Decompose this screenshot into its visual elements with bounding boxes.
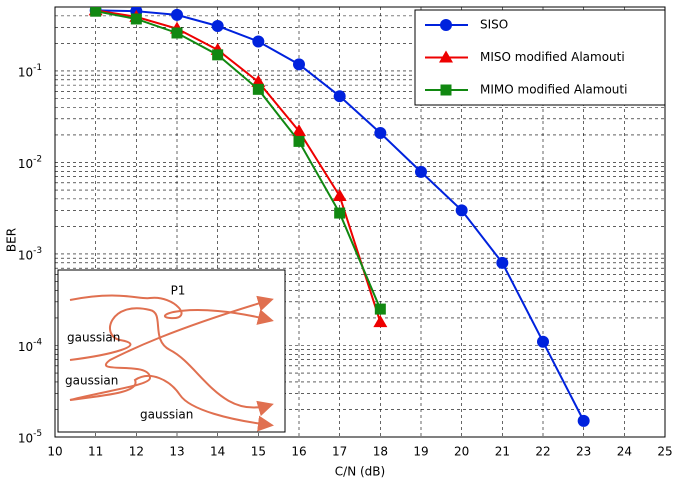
- data-point: [577, 414, 590, 427]
- series-line: [95, 9, 382, 323]
- x-tick-label: 13: [169, 445, 184, 459]
- inset-label: gaussian: [140, 408, 193, 422]
- x-tick-label: 23: [576, 445, 591, 459]
- data-point: [334, 207, 346, 219]
- data-point: [130, 13, 142, 25]
- series-line: [95, 10, 382, 310]
- x-tick-label: 15: [251, 445, 266, 459]
- y-axis-label: BER: [5, 228, 19, 252]
- data-point: [496, 256, 509, 269]
- x-tick-label: 20: [454, 445, 469, 459]
- x-tick-label: 21: [495, 445, 510, 459]
- data-point: [333, 90, 346, 103]
- inset-label: P1: [171, 284, 186, 298]
- data-point: [293, 58, 305, 71]
- x-tick-label: 12: [129, 445, 144, 459]
- legend-label: MIMO modified Alamouti: [480, 83, 627, 97]
- legend-marker: [439, 50, 453, 63]
- legend-label: MISO modified Alamouti: [480, 50, 625, 64]
- data-point: [374, 126, 387, 139]
- y-tick-label: 10-2: [18, 154, 42, 171]
- x-tick-label: 24: [617, 445, 632, 459]
- data-point: [252, 83, 264, 95]
- data-point: [373, 315, 388, 328]
- x-tick-label: 22: [535, 445, 550, 459]
- y-tick-label: 10-3: [18, 245, 42, 262]
- y-tick-label: 10-1: [18, 62, 42, 79]
- legend-label: SISO: [480, 18, 508, 32]
- data-point: [374, 303, 386, 315]
- data-point: [171, 27, 183, 39]
- x-tick-label: 17: [332, 445, 347, 459]
- inset: P1 gaussian gaussian gaussian: [57, 269, 286, 433]
- data-point: [90, 7, 102, 17]
- data-point: [212, 49, 224, 61]
- data-point: [292, 124, 306, 137]
- data-point: [455, 204, 468, 217]
- data-point: [252, 35, 265, 48]
- y-tick-label: 10-5: [18, 429, 42, 446]
- x-tick-label: 18: [373, 445, 388, 459]
- data-point: [415, 165, 427, 178]
- legend-marker: [440, 84, 452, 96]
- x-axis-label: C/N (dB): [335, 465, 385, 479]
- inset-label: gaussian: [67, 331, 120, 345]
- data-point: [171, 8, 183, 21]
- legend-marker: [440, 19, 452, 31]
- x-tick-label: 10: [47, 445, 62, 459]
- data-point: [332, 189, 347, 202]
- x-tick-label: 11: [88, 445, 103, 459]
- data-point: [537, 335, 549, 348]
- inset-arrows: [69, 294, 274, 432]
- inset-label: gaussian: [65, 374, 118, 388]
- y-tick-label: 10-4: [18, 337, 43, 354]
- x-tick-label: 19: [413, 445, 428, 459]
- x-tick-label: 25: [657, 445, 672, 459]
- x-tick-label: 16: [291, 445, 306, 459]
- data-point: [211, 19, 224, 32]
- data-point: [293, 135, 305, 147]
- x-tick-label: 14: [210, 445, 225, 459]
